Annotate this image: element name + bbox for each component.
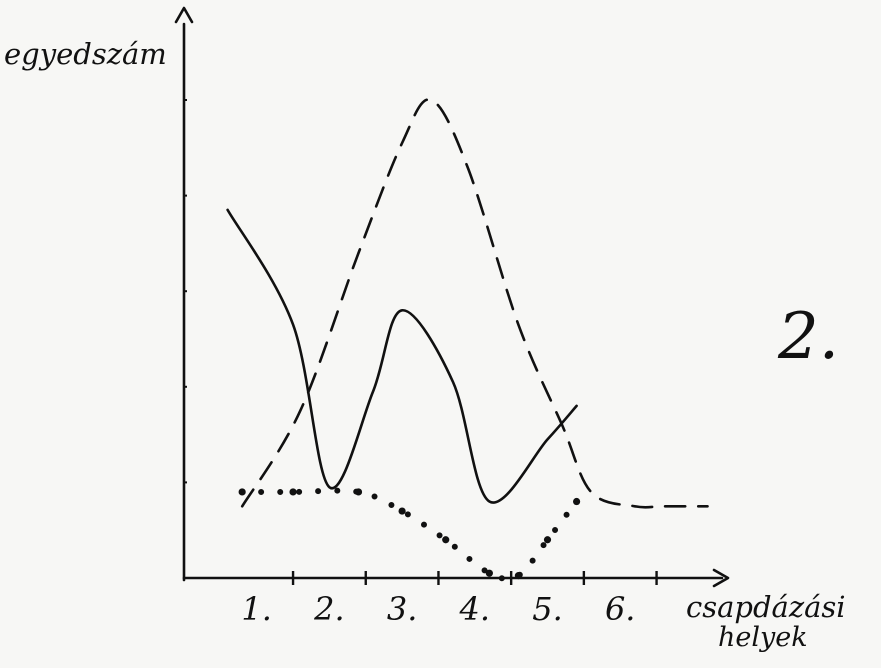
dotted-series-point [543, 536, 552, 544]
x-tick-label: 1. [241, 590, 272, 628]
series-layer [226, 98, 709, 582]
dotted-series-point [485, 569, 493, 577]
x-tick-label: 6. [605, 590, 636, 628]
dotted-series-point [398, 507, 406, 515]
x-tick-label: 4. [459, 590, 491, 628]
x-tick-label: 2. [313, 590, 345, 628]
x-tick-label: 5. [532, 590, 563, 628]
y-ticks [184, 99, 187, 484]
x-tick-label: 3. [387, 590, 418, 628]
dotted-series-point [289, 488, 297, 496]
x-axis-arrow-icon [712, 568, 730, 588]
x-axis-label-line-1: csapdázási [686, 590, 846, 624]
x-ticks [291, 571, 658, 585]
dotted-series-point [572, 497, 581, 506]
figure-number: 2. [777, 300, 839, 374]
x-tick-labels: 1. 2. 3. 4. 5. 6. [241, 590, 635, 628]
y-axis-label: egyedszám [4, 37, 167, 71]
dotted-series-point [442, 536, 450, 544]
axes [174, 6, 730, 588]
x-axis-label-line-2: helyek [718, 622, 808, 653]
solid-series-line [226, 208, 578, 504]
dashed-series-line [240, 98, 709, 509]
y-axis-arrow-icon [174, 6, 194, 24]
dotted-series-line [239, 487, 580, 582]
